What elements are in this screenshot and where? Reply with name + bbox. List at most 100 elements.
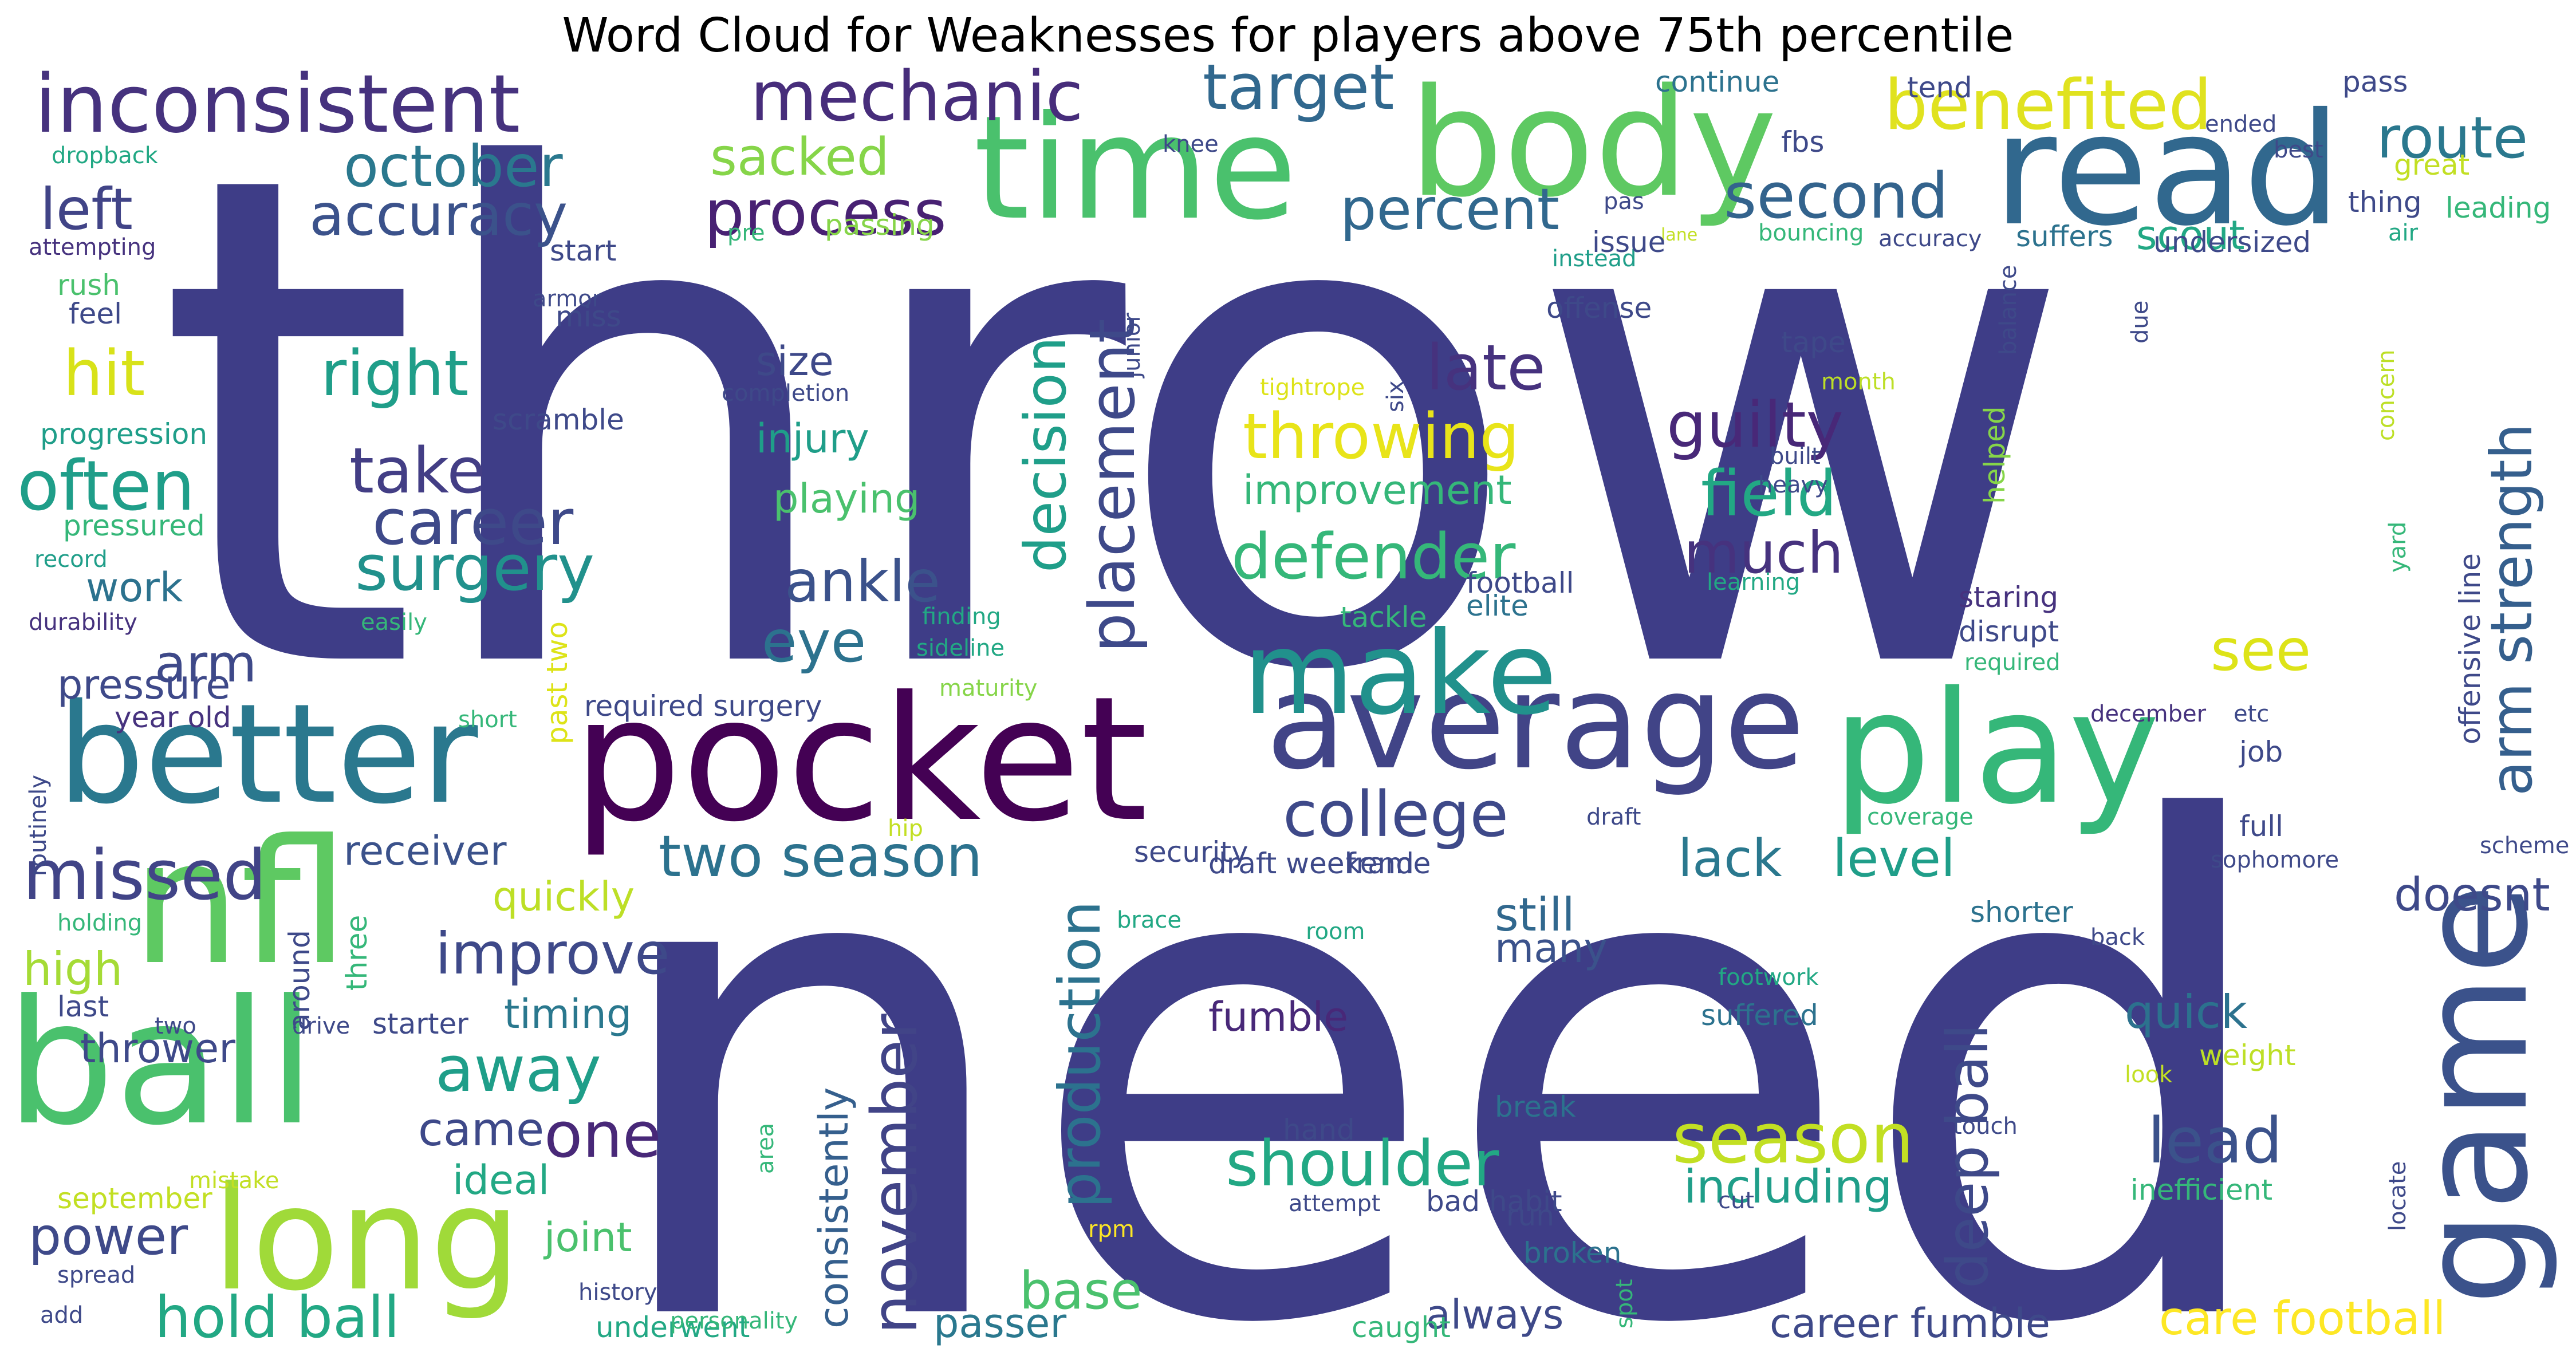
word-issue: issue <box>1592 226 1665 259</box>
word-underwent: underwent <box>596 1311 750 1344</box>
word-ankle: ankle <box>785 548 940 615</box>
word-coverage: coverage <box>1867 804 1974 830</box>
word-eye: eye <box>762 608 866 675</box>
word-locate: locate <box>2385 1161 2411 1231</box>
word-september: september <box>57 1182 212 1215</box>
word-take: take <box>349 434 486 507</box>
word-helped: helped <box>1978 406 2011 504</box>
word-concern: concern <box>2373 349 2400 441</box>
word-nfl: nfl <box>132 803 349 1003</box>
word-body: body <box>1409 57 1777 230</box>
word-break: break <box>1495 1090 1576 1124</box>
word-production: production <box>1046 901 1113 1208</box>
word-three: three <box>340 915 373 991</box>
word-away: away <box>435 1032 601 1106</box>
word-touch: touch <box>1953 1113 2018 1140</box>
word-defender: defender <box>1231 520 1516 593</box>
word-required-surgery: required surgery <box>584 689 822 723</box>
word-football: football <box>1466 566 1574 600</box>
word-read: read <box>1993 80 2341 260</box>
word-maturity: maturity <box>939 675 1037 701</box>
word-play: play <box>1833 658 2160 838</box>
word-tape: tape <box>1781 326 1846 359</box>
word-dropback: dropback <box>52 143 159 169</box>
word-career: career <box>372 486 574 559</box>
word-career-fumble: career fumble <box>1770 1300 2050 1347</box>
word-often: often <box>17 447 195 526</box>
word-receiver: receiver <box>344 827 507 874</box>
word-lane: lane <box>1661 225 1697 245</box>
word-tend: tend <box>1907 71 1972 104</box>
word-passer: passer <box>933 1300 1066 1347</box>
word-october: october <box>344 133 564 200</box>
word-knee: knee <box>1163 131 1219 157</box>
word-mechanic: mechanic <box>750 57 1084 137</box>
word-heavy: heavy <box>1758 472 1828 498</box>
word-hand: hand <box>1283 1113 1355 1146</box>
word-holding: holding <box>57 910 142 936</box>
word-arm-strength: arm strength <box>2478 423 2545 796</box>
word-short: short <box>458 707 517 733</box>
word-pressured: pressured <box>63 509 205 542</box>
word-november: november <box>858 1014 931 1334</box>
word-suffers: suffers <box>2016 220 2113 253</box>
word-rpm: rpm <box>1088 1216 1135 1243</box>
word-run: run <box>1506 1199 1554 1232</box>
word-armor: armor <box>533 286 602 312</box>
word-scheme: scheme <box>2480 833 2569 859</box>
word-late: late <box>1426 331 1546 404</box>
word-completion: completion <box>722 380 849 407</box>
word-ended: ended <box>2205 111 2276 137</box>
word-hold-ball: hold ball <box>155 1284 400 1351</box>
word-offensive-line: offensive line <box>2453 553 2487 744</box>
word-quickly: quickly <box>493 873 635 920</box>
word-target: target <box>1203 50 1394 124</box>
word-thrower: thrower <box>80 1025 235 1072</box>
word-college: college <box>1283 778 1508 851</box>
word-long: long <box>212 1156 521 1322</box>
word-last: last <box>57 990 109 1023</box>
word-learning: learning <box>1707 569 1800 596</box>
word-bouncing: bouncing <box>1758 220 1864 246</box>
word-yard: yard <box>2385 522 2411 573</box>
word-time: time <box>974 85 1297 251</box>
word-sophomore: sophomore <box>2211 847 2339 873</box>
word-work: work <box>86 564 183 611</box>
word-placement: placement <box>1076 318 1149 653</box>
word-pas: pas <box>1604 188 1644 215</box>
word-high: high <box>23 943 123 996</box>
word-cut: cut <box>1718 1188 1754 1214</box>
word-great: great <box>2394 148 2469 182</box>
word-instead: instead <box>1552 246 1637 272</box>
word-best: best <box>2274 137 2323 163</box>
word-durability: durability <box>29 609 137 636</box>
word-hip: hip <box>888 815 923 842</box>
word-look: look <box>2125 1062 2173 1088</box>
word-back: back <box>2090 924 2145 951</box>
word-tackle: tackle <box>1340 601 1427 634</box>
word-spot: spot <box>1612 1279 1638 1329</box>
word-balance: balance <box>1995 265 2022 355</box>
word-record: record <box>34 546 108 573</box>
word-history: history <box>578 1279 657 1306</box>
word-base: base <box>1019 1261 1143 1321</box>
word-game: game <box>2388 883 2561 1306</box>
word-improve: improve <box>435 920 669 987</box>
word-second: second <box>1724 159 1948 232</box>
word-rush: rush <box>57 269 120 302</box>
word-make: make <box>1243 607 1557 740</box>
word-throw: throw <box>155 32 2077 818</box>
word-better: better <box>57 674 478 834</box>
word-leading: leading <box>2445 191 2551 224</box>
word-injury: injury <box>756 415 869 462</box>
word-percent: percent <box>1340 176 1559 243</box>
word-including: including <box>1684 1160 1892 1213</box>
word-hit: hit <box>63 337 145 410</box>
word-timing: timing <box>504 991 632 1038</box>
word-joint: joint <box>543 1214 632 1261</box>
word-arm: arm <box>155 634 257 694</box>
word-six: six <box>1382 380 1409 412</box>
word-scramble: scramble <box>493 403 624 436</box>
word-full: full <box>2239 810 2283 843</box>
word-deep-ball: deep ball <box>1934 1024 2001 1288</box>
